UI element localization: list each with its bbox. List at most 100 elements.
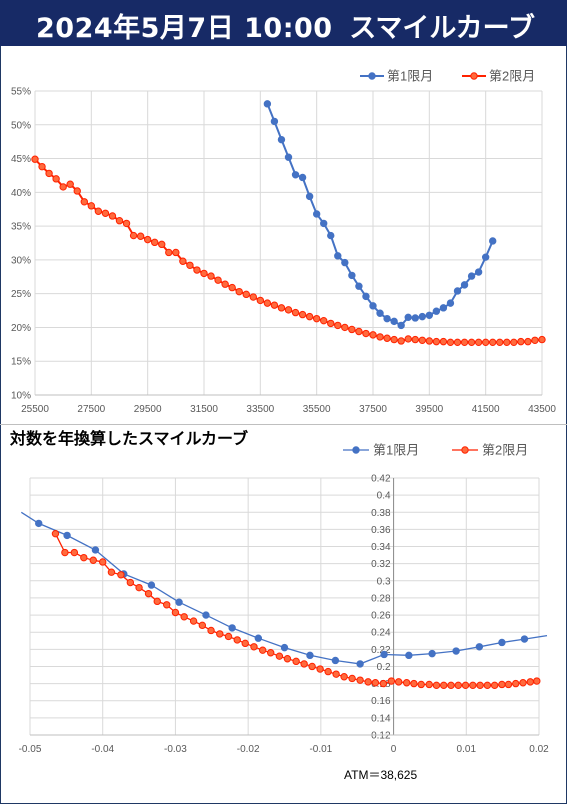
data-point <box>284 153 293 161</box>
data-point <box>356 676 364 684</box>
data-point <box>115 217 124 225</box>
data-point <box>224 632 233 641</box>
data-point <box>80 553 88 562</box>
y-tick-label: 40% <box>11 188 31 199</box>
y-tick-label: 0.16 <box>371 696 391 707</box>
data-point <box>66 180 74 188</box>
data-point <box>129 231 138 240</box>
data-point <box>270 117 279 126</box>
data-point <box>135 583 143 592</box>
data-point <box>207 272 215 280</box>
data-point <box>411 335 419 344</box>
data-point <box>51 529 60 538</box>
data-point <box>383 314 391 323</box>
data-point <box>467 272 476 280</box>
data-point <box>481 338 490 347</box>
data-point <box>73 187 81 195</box>
data-point <box>432 307 441 315</box>
data-point <box>397 321 405 330</box>
x-tick-label: 37500 <box>359 404 387 415</box>
data-point <box>453 287 462 295</box>
data-point <box>101 209 110 217</box>
data-point <box>266 649 275 657</box>
data-point <box>122 219 131 228</box>
data-point <box>258 646 267 654</box>
data-point <box>256 296 265 305</box>
y-tick-label: 0.28 <box>371 593 391 604</box>
data-point <box>94 207 103 215</box>
data-point <box>446 338 455 347</box>
data-point <box>355 327 363 336</box>
data-point <box>394 678 403 686</box>
data-point <box>397 337 405 345</box>
data-point <box>277 135 286 144</box>
data-point <box>312 314 321 323</box>
data-point <box>453 338 462 347</box>
data-point <box>107 568 116 576</box>
y-tick-label: 15% <box>11 357 31 368</box>
data-point <box>305 192 314 201</box>
x-tick-label: 0.01 <box>457 744 477 755</box>
data-point <box>291 308 300 317</box>
data-point <box>233 636 241 644</box>
data-point <box>439 304 448 312</box>
data-point <box>228 624 236 632</box>
data-point <box>432 681 441 690</box>
data-point <box>489 237 497 245</box>
chart-title: 対数を年換算したスマイルカーブ <box>9 429 248 448</box>
legend-label: 第2限月 <box>489 69 535 84</box>
data-point <box>410 679 418 688</box>
x-tick-label: -0.05 <box>19 744 42 755</box>
data-point <box>165 248 173 257</box>
header-banner: 2024年5月7日 10:00 スマイルカーブ <box>0 0 567 46</box>
data-point <box>383 334 391 342</box>
data-point <box>425 337 434 345</box>
data-point <box>320 219 328 228</box>
data-point <box>503 338 511 347</box>
data-point <box>172 248 180 257</box>
x-tick-label: 35500 <box>303 404 331 415</box>
data-point <box>144 589 153 598</box>
data-point <box>387 677 396 685</box>
y-tick-label: 0.12 <box>371 731 391 742</box>
data-point <box>254 634 263 642</box>
data-point <box>275 652 284 660</box>
y-tick-label: 0.38 <box>371 508 391 519</box>
data-point <box>70 548 79 557</box>
x-tick-label: -0.02 <box>237 744 260 755</box>
legend-swatch-marker <box>470 72 478 80</box>
log-annualized-smile-chart: 対数を年換算したスマイルカーブ0.120.140.160.180.20.220.… <box>9 429 549 782</box>
data-point <box>89 556 97 564</box>
data-point <box>312 210 321 218</box>
data-point <box>63 531 71 540</box>
data-point <box>519 679 527 687</box>
data-point <box>126 578 135 587</box>
data-point <box>298 310 307 319</box>
y-tick-label: 20% <box>11 323 31 334</box>
data-point <box>202 611 210 619</box>
data-point <box>340 673 348 681</box>
data-point <box>404 335 412 343</box>
data-point <box>496 338 504 347</box>
data-point <box>425 311 434 319</box>
data-point <box>180 613 188 621</box>
data-point <box>362 292 370 301</box>
data-point <box>348 325 356 334</box>
y-tick-label: 0.3 <box>377 576 391 587</box>
x-tick-label: 25500 <box>21 404 49 415</box>
data-point <box>425 680 433 689</box>
data-point <box>143 235 152 244</box>
data-point <box>356 660 364 668</box>
data-point <box>411 314 419 322</box>
data-point <box>432 337 441 346</box>
data-point <box>467 338 476 347</box>
smile-curve-chart: 10% 15% 20% 25% 30% 35% 40% 45% 50% 55% 25500 27500… <box>11 69 556 416</box>
data-point <box>216 630 224 638</box>
data-point <box>446 299 455 307</box>
data-point <box>369 331 377 339</box>
data-point <box>163 601 171 609</box>
data-point <box>369 302 377 310</box>
x-tick-label: 0.02 <box>529 744 549 755</box>
data-point <box>461 681 470 690</box>
data-point <box>175 598 183 606</box>
